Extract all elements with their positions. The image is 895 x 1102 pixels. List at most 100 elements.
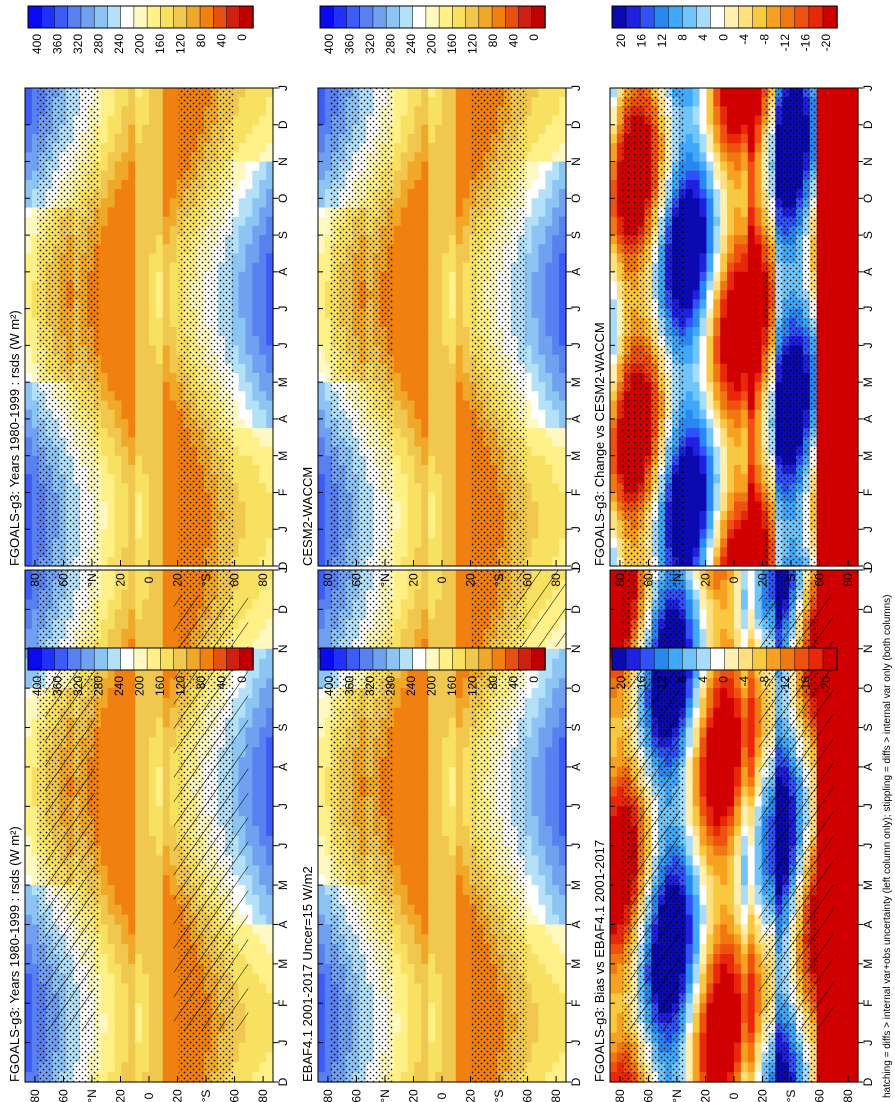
heatmap-cell <box>324 1013 333 1024</box>
heatmap-cell <box>448 570 457 581</box>
heatmap-cell <box>266 678 274 689</box>
heatmap-cell <box>169 97 178 107</box>
heatmap-cell <box>169 944 178 955</box>
heatmap-cell <box>435 786 443 798</box>
heatmap-cell <box>100 492 109 503</box>
heatmap-cell <box>100 143 109 153</box>
heatmap-cell <box>421 786 429 798</box>
heatmap-cell <box>238 1072 247 1083</box>
heatmap-cell <box>238 437 247 448</box>
heatmap-cell <box>169 189 178 199</box>
heatmap-cell <box>121 474 129 484</box>
heatmap-cell <box>135 225 143 236</box>
heatmap-cell <box>238 216 247 227</box>
heatmap-cell <box>155 152 164 163</box>
heatmap-cell <box>318 737 326 748</box>
heatmap-cell <box>435 1072 443 1083</box>
heatmap-cell <box>100 170 109 181</box>
heatmap-cell <box>428 894 436 906</box>
heatmap-cell <box>252 97 260 107</box>
heatmap-cell <box>407 973 416 985</box>
heatmap-cell <box>231 579 240 591</box>
heatmap-cell <box>245 538 253 549</box>
heatmap-cell <box>149 570 157 581</box>
heatmap-cell <box>318 1072 326 1083</box>
heatmap-cell <box>142 727 150 738</box>
heatmap-cell <box>435 1042 443 1054</box>
heatmap-cell <box>100 207 109 218</box>
heatmap-cell <box>455 688 464 699</box>
heatmap-cell <box>114 143 123 153</box>
heatmap-cell <box>162 345 171 356</box>
heatmap-cell <box>121 993 129 1004</box>
heatmap-cell <box>259 589 267 601</box>
heatmap-cell <box>455 638 464 650</box>
heatmap-cell <box>245 599 253 610</box>
heatmap-cell <box>155 290 164 301</box>
heatmap-cell <box>448 737 457 748</box>
heatmap-cell <box>266 317 274 328</box>
heatmap-cell <box>169 179 178 190</box>
heatmap-cell <box>128 418 136 429</box>
heatmap-cell <box>135 501 143 512</box>
heatmap-cell <box>121 115 129 126</box>
heatmap-cell <box>155 207 164 218</box>
heatmap-cell <box>259 198 267 209</box>
heatmap-cell <box>252 1062 260 1073</box>
heatmap-cell <box>421 1032 429 1044</box>
heatmap-cell <box>135 216 143 227</box>
heatmap-cell <box>252 806 260 817</box>
heatmap-cell <box>135 198 143 209</box>
heatmap-cell <box>128 757 136 768</box>
heatmap-cell <box>245 152 253 163</box>
heatmap-cell <box>428 678 436 689</box>
heatmap-cell <box>162 786 171 798</box>
heatmap-cell <box>231 281 240 291</box>
heatmap-cell <box>407 993 416 1004</box>
heatmap-cell <box>462 717 471 729</box>
heatmap-cell <box>155 934 164 945</box>
heatmap-cell <box>252 143 260 153</box>
heatmap-cell <box>162 826 171 837</box>
heatmap-cell <box>231 271 240 282</box>
heatmap-cell <box>31 845 40 857</box>
heatmap-cell <box>259 609 267 620</box>
heatmap-cell <box>107 345 116 356</box>
heatmap-cell <box>245 391 253 402</box>
heatmap-cell <box>114 382 123 392</box>
heatmap-cell <box>25 894 33 906</box>
heatmap-cell <box>259 428 267 438</box>
heatmap-cell <box>455 806 464 817</box>
heatmap-cell <box>393 806 402 817</box>
heatmap-cell <box>455 579 464 591</box>
heatmap-cell <box>100 556 109 567</box>
heatmap-cell <box>114 207 123 218</box>
heatmap-cell <box>128 855 136 866</box>
heatmap-cell <box>155 766 164 778</box>
heatmap-cell <box>114 290 123 301</box>
heatmap-cell <box>31 464 40 475</box>
heatmap-cell <box>135 538 143 549</box>
heatmap-cell <box>169 609 178 620</box>
heatmap-cell <box>435 1062 443 1073</box>
heatmap-cell <box>142 106 150 117</box>
heatmap-cell <box>252 570 260 581</box>
heatmap-cell <box>259 299 267 310</box>
heatmap-cell <box>252 638 260 650</box>
heatmap-cell <box>149 688 157 699</box>
heatmap-cell <box>259 400 267 411</box>
heatmap-cell <box>162 382 171 392</box>
heatmap-cell <box>245 253 253 264</box>
heatmap-cell <box>142 570 150 581</box>
heatmap-cell <box>442 865 450 876</box>
heatmap-cell <box>259 317 267 328</box>
heatmap-cell <box>100 538 109 549</box>
heatmap-cell <box>149 609 157 620</box>
heatmap-cell <box>107 299 116 310</box>
heatmap-cell <box>252 336 260 346</box>
heatmap-cell <box>142 308 150 319</box>
heatmap-cell <box>121 1013 129 1024</box>
heatmap-cell <box>25 510 33 521</box>
heatmap-cell <box>107 1013 116 1024</box>
heatmap-cell <box>107 1003 116 1014</box>
